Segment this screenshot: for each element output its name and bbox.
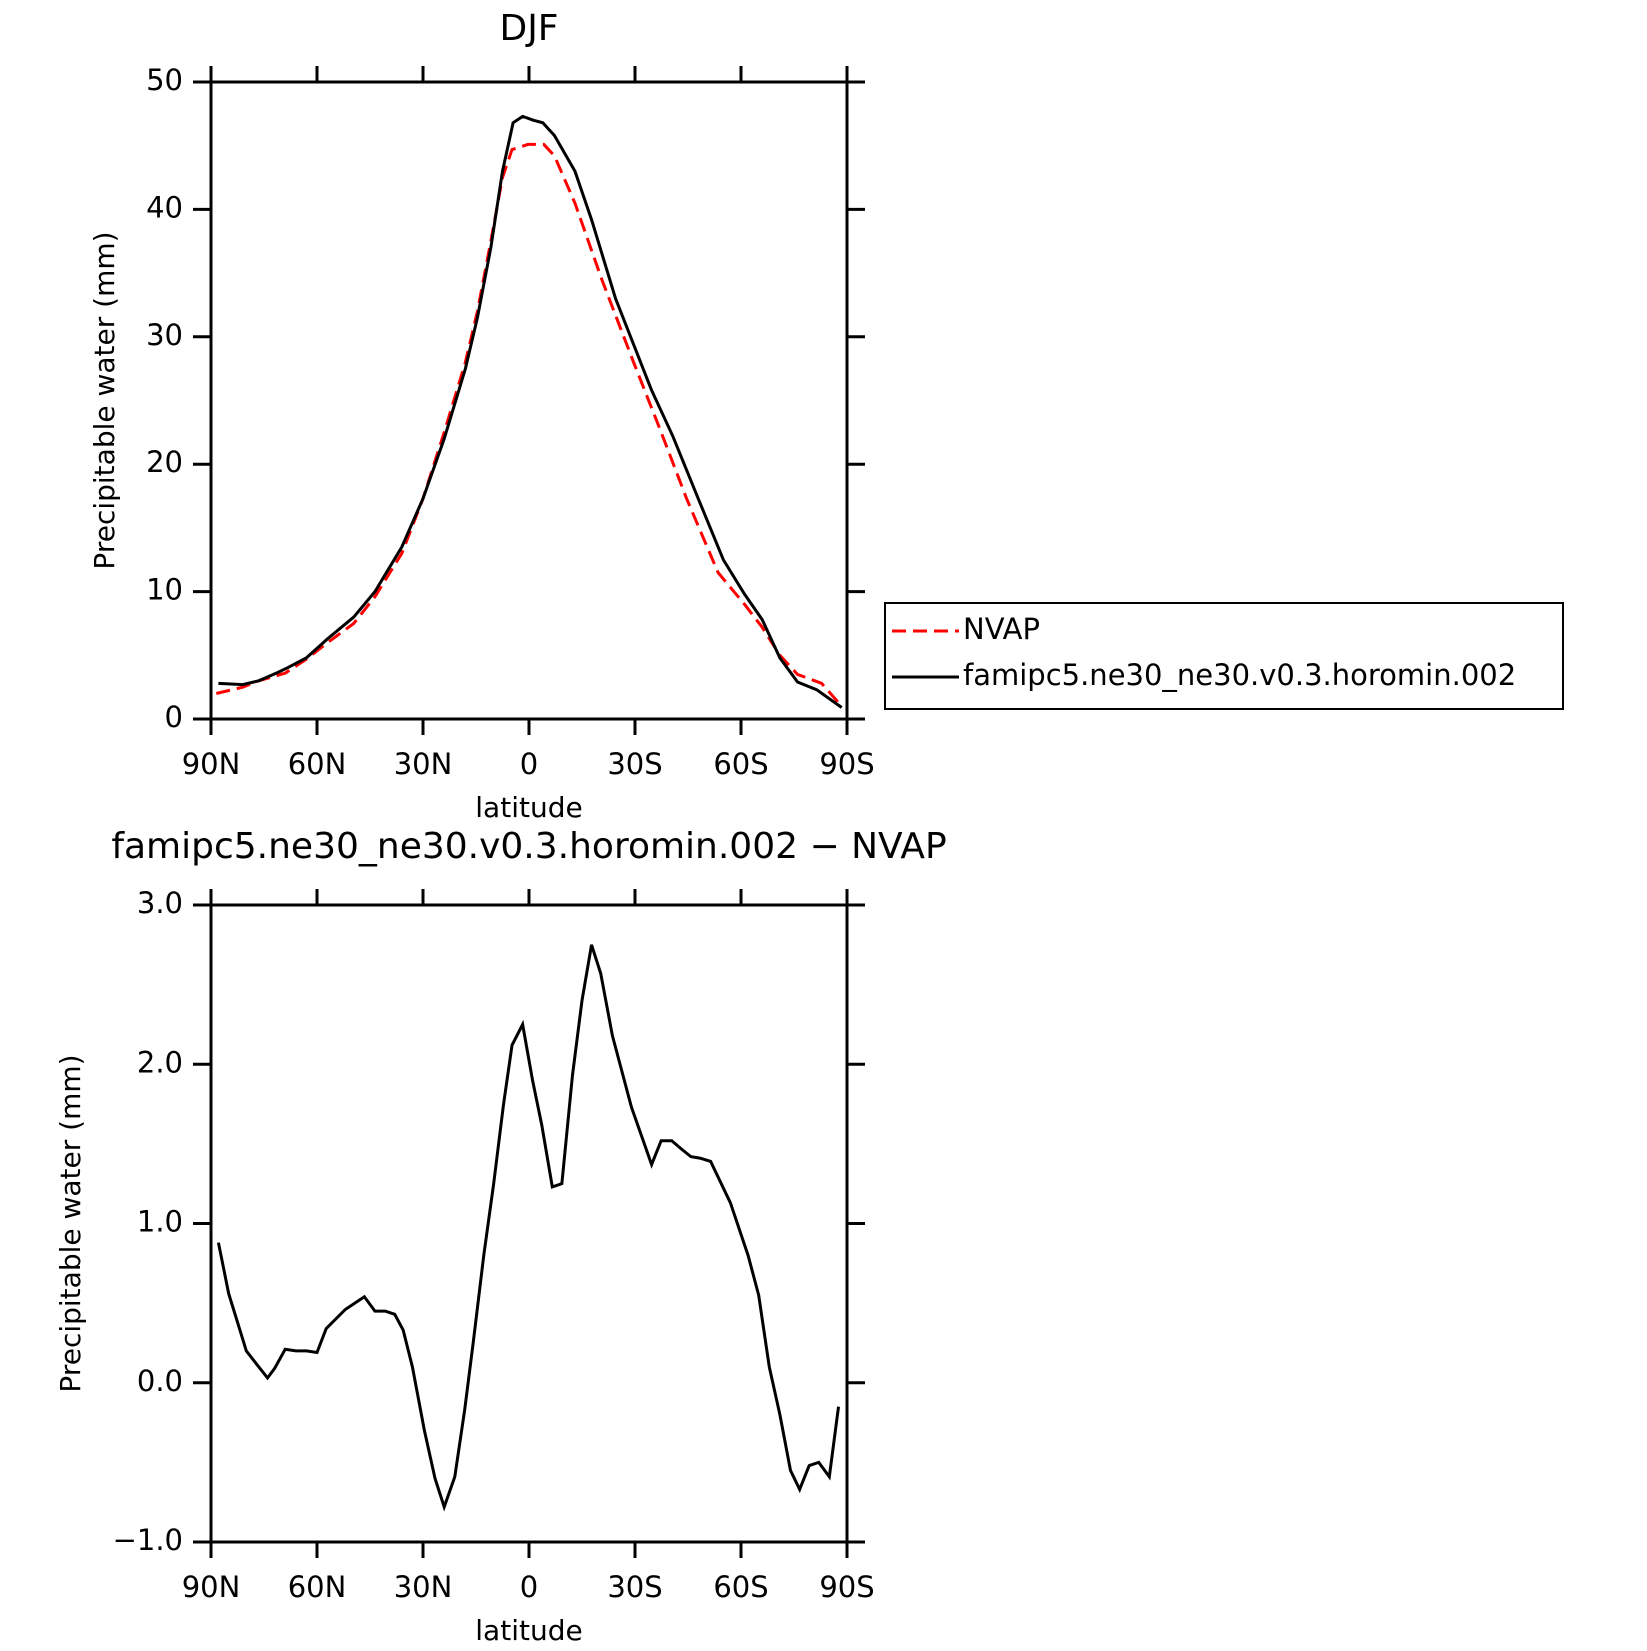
x-tick-label: 60S [713, 747, 768, 781]
y-tick-label: 1.0 [137, 1205, 183, 1239]
x-axis-label: latitude [475, 1614, 582, 1647]
data-line [216, 944, 841, 1512]
y-tick-label: 0.0 [137, 1364, 183, 1398]
plot-frame [209, 903, 849, 1544]
y-tick-label: 20 [146, 445, 183, 479]
y-tick-label: 10 [146, 573, 183, 607]
x-tick-label: 90S [819, 1570, 874, 1604]
x-tick-label: 90N [182, 1570, 241, 1604]
legend-label: famipc5.ne30_ne30.v0.3.horomin.002 [963, 658, 1516, 692]
x-tick-label: 60N [288, 1570, 347, 1604]
y-tick-label: 2.0 [137, 1045, 183, 1079]
x-tick-label: 60S [713, 1570, 768, 1604]
x-axis-label: latitude [475, 791, 582, 824]
data-line [218, 114, 843, 709]
x-tick-label: 90N [182, 747, 241, 781]
x-tick-label: 60N [288, 747, 347, 781]
legend-box [884, 602, 1564, 710]
y-tick-label: 0 [165, 700, 183, 734]
chart-title: DJF [499, 8, 558, 49]
plot-frame [209, 80, 849, 721]
x-tick-label: 30N [394, 1570, 453, 1604]
y-tick-label: −1.0 [113, 1523, 183, 1557]
x-tick-label: 0 [520, 1570, 538, 1604]
chart-title: famipc5.ne30_ne30.v0.3.horomin.002 − NVA… [111, 826, 946, 867]
y-tick-label: 40 [146, 190, 183, 224]
data-line [215, 142, 843, 708]
x-tick-label: 30N [394, 747, 453, 781]
y-tick-label: 3.0 [137, 886, 183, 920]
x-tick-label: 30S [607, 1570, 662, 1604]
x-tick-label: 90S [819, 747, 874, 781]
y-tick-label: 30 [146, 318, 183, 352]
y-axis-label: Precipitable water (mm) [88, 231, 121, 569]
x-tick-label: 0 [520, 747, 538, 781]
legend-label: NVAP [963, 612, 1040, 646]
y-axis-label: Precipitable water (mm) [54, 1054, 87, 1392]
y-tick-label: 50 [146, 63, 183, 97]
x-tick-label: 30S [607, 747, 662, 781]
